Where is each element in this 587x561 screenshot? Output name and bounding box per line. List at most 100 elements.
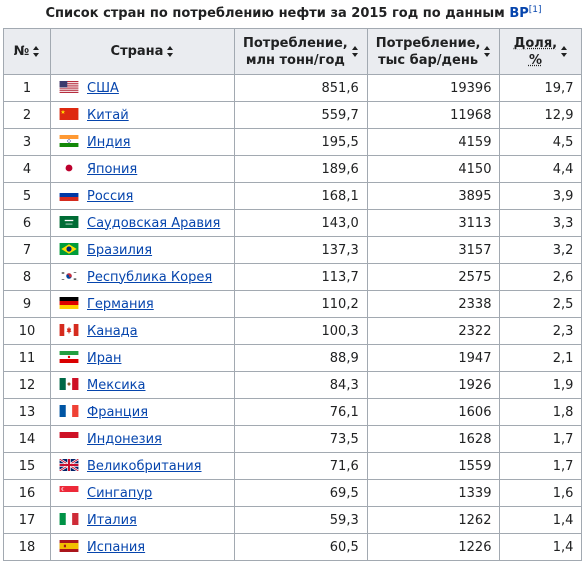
table-row: 14 Индонезия 73,5 1628 1,7 [3, 425, 583, 453]
table-row: 7 Бразилия 137,3 3157 3,2 [3, 236, 583, 264]
country-link[interactable]: Франция [87, 404, 149, 420]
row-country: Франция [50, 398, 235, 426]
header-consumption-bpd[interactable]: Потребление, тыс бар/день [366, 28, 501, 75]
row-country: Испания [50, 533, 235, 561]
caption-bp-link[interactable]: BP [509, 6, 529, 21]
sort-icon[interactable] [351, 46, 359, 57]
table-row: 3 Индия 195,5 4159 4,5 [3, 128, 583, 156]
country-link[interactable]: Россия [87, 188, 134, 204]
singapore-flag-icon [59, 486, 81, 500]
row-consumption-bpd: 1226 [366, 533, 501, 561]
row-consumption-mt: 137,3 [234, 236, 368, 264]
sort-icon[interactable] [33, 46, 40, 57]
caption-text: Список стран по потреблению нефти за 201… [45, 6, 510, 21]
row-num: 9 [3, 290, 51, 318]
country-link[interactable]: Китай [87, 107, 129, 123]
country-link[interactable]: США [87, 80, 119, 96]
row-country: Сингапур [50, 479, 235, 507]
row-country: Иран [50, 344, 235, 372]
row-num: 6 [3, 209, 51, 237]
sort-icon[interactable] [484, 46, 491, 57]
indonesia-flag-icon [59, 432, 81, 446]
iran-flag-icon [59, 351, 81, 365]
country-link[interactable]: Бразилия [87, 242, 153, 258]
row-num: 13 [3, 398, 51, 426]
caption-reference-link[interactable]: [1] [528, 5, 542, 15]
row-consumption-bpd: 11968 [366, 101, 501, 129]
row-num: 2 [3, 101, 51, 129]
country-link[interactable]: Сингапур [87, 485, 153, 501]
country-link[interactable]: Мексика [87, 377, 146, 393]
row-country: Россия [50, 182, 235, 210]
row-share: 3,2 [499, 236, 583, 264]
row-consumption-mt: 71,6 [234, 452, 368, 480]
row-consumption-bpd: 3895 [366, 182, 501, 210]
sort-icon[interactable] [167, 46, 174, 57]
country-link[interactable]: Великобритания [87, 458, 202, 474]
country-link[interactable]: Италия [87, 512, 137, 528]
row-num: 5 [3, 182, 51, 210]
table-row: 16 Сингапур 69,5 1339 1,6 [3, 479, 583, 507]
row-consumption-bpd: 2338 [366, 290, 501, 318]
row-consumption-bpd: 2322 [366, 317, 501, 345]
row-consumption-bpd: 1926 [366, 371, 501, 399]
header-country[interactable]: Страна [50, 28, 235, 75]
row-consumption-bpd: 3113 [366, 209, 501, 237]
row-share: 1,8 [499, 398, 583, 426]
brazil-flag-icon [59, 243, 81, 257]
row-country: Индия [50, 128, 235, 156]
row-country: Республика Корея [50, 263, 235, 291]
south-korea-flag-icon [59, 270, 81, 284]
row-consumption-bpd: 1606 [366, 398, 501, 426]
row-num: 16 [3, 479, 51, 507]
country-link[interactable]: Индонезия [87, 431, 162, 447]
header-num[interactable]: № [3, 28, 51, 75]
row-country: Бразилия [50, 236, 235, 264]
row-consumption-bpd: 4150 [366, 155, 501, 183]
china-flag-icon [59, 108, 81, 122]
row-country: США [50, 74, 235, 102]
country-link[interactable]: Иран [87, 350, 122, 366]
row-consumption-mt: 69,5 [234, 479, 368, 507]
row-share: 3,9 [499, 182, 583, 210]
table-row: 2 Китай 559,7 11968 12,9 [3, 101, 583, 129]
country-link[interactable]: Республика Корея [87, 269, 213, 285]
table-row: 17 Италия 59,3 1262 1,4 [3, 506, 583, 534]
row-num: 12 [3, 371, 51, 399]
usa-flag-icon [59, 81, 81, 95]
table-row: 13 Франция 76,1 1606 1,8 [3, 398, 583, 426]
sort-icon[interactable] [561, 46, 568, 57]
row-country: Канада [50, 317, 235, 345]
saudi-arabia-flag-icon [59, 216, 81, 230]
row-share: 2,3 [499, 317, 583, 345]
country-link[interactable]: Япония [87, 161, 138, 177]
country-link[interactable]: Германия [87, 296, 154, 312]
row-share: 1,9 [499, 371, 583, 399]
header-share[interactable]: Доля,% [499, 28, 583, 75]
france-flag-icon [59, 405, 81, 419]
row-consumption-mt: 100,3 [234, 317, 368, 345]
row-consumption-mt: 110,2 [234, 290, 368, 318]
country-link[interactable]: Саудовская Аравия [87, 215, 221, 231]
table-row: 11 Иран 88,9 1947 2,1 [3, 344, 583, 372]
country-link[interactable]: Канада [87, 323, 138, 339]
header-consumption-mt[interactable]: Потребление, млн тонн/год [234, 28, 368, 75]
header-share-line1: Доля, [513, 35, 558, 51]
row-consumption-mt: 143,0 [234, 209, 368, 237]
row-share: 1,7 [499, 452, 583, 480]
row-country: Германия [50, 290, 235, 318]
header-country-label: Страна [110, 44, 164, 59]
country-link[interactable]: Испания [87, 539, 146, 555]
row-consumption-mt: 168,1 [234, 182, 368, 210]
row-share: 1,4 [499, 506, 583, 534]
row-consumption-mt: 559,7 [234, 101, 368, 129]
row-share: 3,3 [499, 209, 583, 237]
india-flag-icon [59, 135, 81, 149]
row-num: 1 [3, 74, 51, 102]
row-consumption-bpd: 1559 [366, 452, 501, 480]
country-link[interactable]: Индия [87, 134, 131, 150]
row-share: 4,4 [499, 155, 583, 183]
table-row: 15 Великобритания 71,6 1559 1,7 [3, 452, 583, 480]
row-share: 2,5 [499, 290, 583, 318]
table-row: 4 Япония 189,6 4150 4,4 [3, 155, 583, 183]
